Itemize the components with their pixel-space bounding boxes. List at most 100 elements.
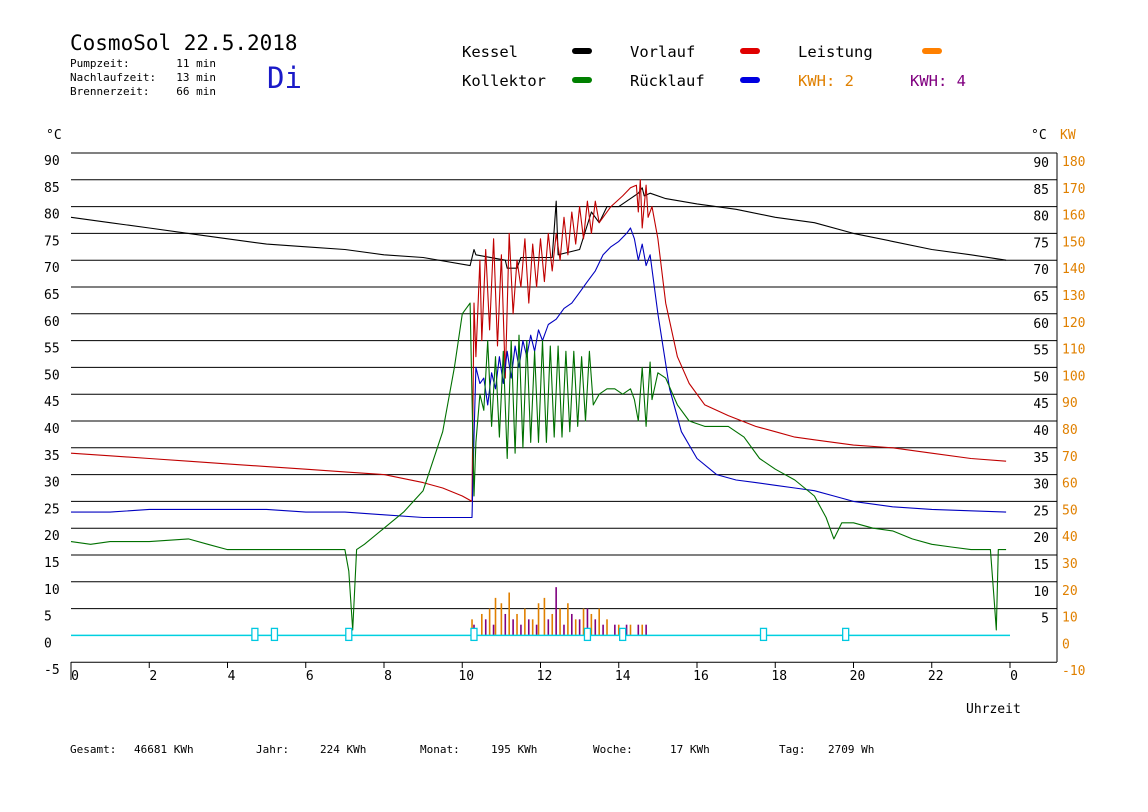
x-tick: 12 xyxy=(537,669,553,684)
y-tick-kw: 50 xyxy=(1062,503,1078,518)
y-axis-unit-right: °C xyxy=(1031,128,1047,143)
x-tick: 10 xyxy=(458,669,474,684)
stat-value: 11 min xyxy=(176,57,216,70)
y-tick-right: 65 xyxy=(1033,290,1049,305)
footer-value: 46681 KWh xyxy=(134,743,194,756)
y-tick-left: 25 xyxy=(44,502,60,517)
stat-value: 13 min xyxy=(176,71,216,84)
footer: Gesamt: 46681 KWh Jahr: 224 KWh Monat: 195 KW… xyxy=(70,743,874,756)
y-tick-kw: 30 xyxy=(1062,557,1078,572)
x-tick: 6 xyxy=(306,669,314,684)
x-tick: 16 xyxy=(693,669,709,684)
y-tick-kw: 70 xyxy=(1062,450,1078,465)
footer-label: Jahr: xyxy=(256,743,289,756)
y-axis-unit-kw: KW xyxy=(1060,128,1076,143)
y-tick-kw: 80 xyxy=(1062,423,1078,438)
y-axis-unit-left: °C xyxy=(46,128,62,143)
y-tick-kw: 140 xyxy=(1062,262,1085,277)
y-tick-left: 70 xyxy=(44,261,60,276)
y-tick-left: 75 xyxy=(44,234,60,249)
weekday-label: Di xyxy=(267,61,302,95)
x-tick: 20 xyxy=(850,669,866,684)
y-tick-left: 30 xyxy=(44,476,60,491)
y-tick-left: 90 xyxy=(44,154,60,169)
y-tick-left: 5 xyxy=(44,610,52,625)
x-tick: 18 xyxy=(771,669,787,684)
y-tick-kw: 100 xyxy=(1062,369,1085,384)
y-tick-kw: 180 xyxy=(1062,155,1085,170)
y-tick-kw: 110 xyxy=(1062,343,1085,358)
footer-value: 2709 Wh xyxy=(828,743,874,756)
x-tick: 22 xyxy=(928,669,944,684)
x-tick: 0 xyxy=(71,669,79,684)
legend-swatch xyxy=(740,77,760,83)
legend-swatch xyxy=(740,48,760,54)
y-tick-right: 55 xyxy=(1033,344,1049,359)
y-tick-right: 5 xyxy=(1041,612,1049,627)
legend-swatch xyxy=(572,77,592,83)
chart-title: CosmoSol 22.5.2018 xyxy=(70,31,298,55)
y-tick-right: 70 xyxy=(1033,263,1049,278)
series-line-kessel xyxy=(70,187,1007,269)
y-tick-kw: 20 xyxy=(1062,584,1078,599)
x-tick: 14 xyxy=(615,669,631,684)
y-tick-left: 60 xyxy=(44,315,60,330)
y-tick-kw: 60 xyxy=(1062,477,1078,492)
y-tick-right: 40 xyxy=(1033,424,1049,439)
y-tick-right: 45 xyxy=(1033,397,1049,412)
y-tick-kw: 120 xyxy=(1062,316,1085,331)
legend-label: Leistung xyxy=(798,43,873,61)
y-tick-left: 50 xyxy=(44,368,60,383)
x-tick: 2 xyxy=(149,669,157,684)
stat-label: Nachlaufzeit: xyxy=(70,71,156,84)
kwh-label: KWH: 4 xyxy=(910,72,966,90)
y-tick-right: 10 xyxy=(1033,585,1049,600)
stat-value: 66 min xyxy=(176,85,216,98)
y-tick-right: 60 xyxy=(1033,317,1049,332)
y-tick-right: 25 xyxy=(1033,504,1049,519)
y-tick-right: 35 xyxy=(1033,451,1049,466)
footer-label: Gesamt: xyxy=(70,743,116,756)
footer-label: Monat: xyxy=(420,743,460,756)
legend-swatch xyxy=(572,48,592,54)
y-tick-left: 45 xyxy=(44,395,60,410)
y-tick-right: 20 xyxy=(1033,531,1049,546)
x-axis-label: Uhrzeit xyxy=(966,702,1021,717)
pump-marker xyxy=(619,627,627,642)
power-bars xyxy=(71,587,1010,637)
pump-marker xyxy=(251,627,259,642)
legend-label: Vorlauf xyxy=(630,43,695,61)
y-tick-left: 80 xyxy=(44,208,60,223)
y-tick-kw: 170 xyxy=(1062,182,1085,197)
y-tick-left: 20 xyxy=(44,529,60,544)
footer-value: 224 KWh xyxy=(320,743,366,756)
y-tick-left: 85 xyxy=(44,181,60,196)
y-tick-right: 90 xyxy=(1033,156,1049,171)
y-tick-left: 0 xyxy=(44,636,52,651)
stat-label: Brennerzeit: xyxy=(70,85,149,98)
y-tick-left: 40 xyxy=(44,422,60,437)
y-tick-right: 85 xyxy=(1033,183,1049,198)
legend-label: Kollektor xyxy=(462,72,546,90)
y-tick-left: -5 xyxy=(44,663,60,678)
y-tick-kw: 160 xyxy=(1062,209,1085,224)
pump-marker xyxy=(345,627,353,642)
grid xyxy=(70,152,1058,680)
footer-label: Woche: xyxy=(593,743,633,756)
y-tick-kw: 10 xyxy=(1062,611,1078,626)
footer-label: Tag: xyxy=(779,743,806,756)
legend: Kessel Vorlauf Leistung Kollektor Rücklauf KW… xyxy=(462,43,966,90)
series-line-kollektor xyxy=(70,302,1007,631)
y-tick-left: 35 xyxy=(44,449,60,464)
pump-marker xyxy=(270,627,279,642)
pump-marker xyxy=(759,627,768,642)
y-tick-kw: 40 xyxy=(1062,530,1078,545)
y-tick-kw: 130 xyxy=(1062,289,1085,304)
runtime-stats: Pumpzeit: 11 min Nachlaufzeit: 13 min Brenne… xyxy=(70,57,216,98)
pump-marker xyxy=(842,627,850,642)
y-tick-left: 65 xyxy=(44,288,60,303)
y-tick-left: 15 xyxy=(44,556,60,571)
y-tick-left: 10 xyxy=(44,583,60,598)
pump-marker xyxy=(470,627,478,642)
